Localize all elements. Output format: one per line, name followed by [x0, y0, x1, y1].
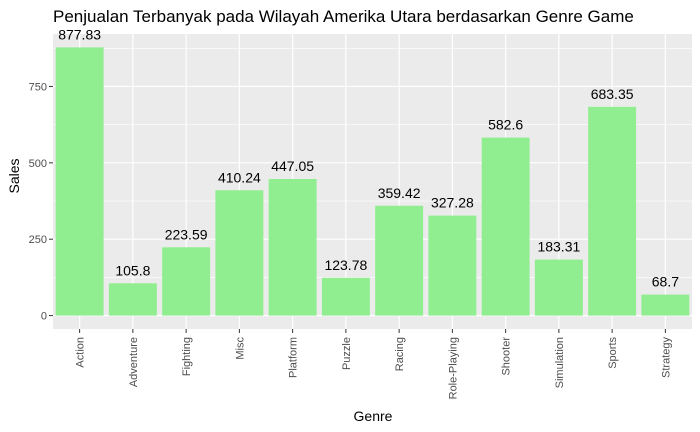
bar-simulation: [534, 259, 583, 316]
data-label: 183.31: [537, 239, 580, 255]
y-tick-label: 0: [41, 311, 47, 323]
bar-fighting: [162, 247, 211, 316]
x-tick-label: Platform: [288, 337, 300, 378]
data-label: 327.28: [431, 195, 474, 211]
x-tick-label: Puzzle: [341, 337, 353, 370]
x-axis-title: Genre: [354, 408, 393, 424]
data-label: 359.42: [378, 185, 421, 201]
x-tick-label: Fighting: [181, 337, 193, 376]
bar-sports: [588, 106, 637, 316]
x-tick-label: Action: [75, 337, 87, 368]
bar-strategy: [641, 294, 690, 316]
x-tick-label: Shooter: [501, 337, 513, 376]
data-label: 447.05: [271, 158, 314, 174]
bars: [55, 47, 690, 316]
data-label: 410.24: [218, 169, 261, 185]
bar-adventure: [108, 283, 157, 316]
x-tick-label: Role-Playing: [447, 337, 459, 399]
data-label: 223.59: [165, 226, 208, 242]
data-label: 105.8: [115, 262, 150, 278]
bar-platform: [268, 179, 317, 316]
data-label: 68.7: [652, 274, 679, 290]
bar-puzzle: [321, 277, 370, 316]
data-label: 683.35: [591, 86, 634, 102]
plot-panel: [53, 34, 692, 329]
bar-racing: [375, 205, 424, 316]
bar-action: [55, 47, 104, 316]
x-tick-label: Sports: [607, 337, 619, 369]
x-tick-label: Simulation: [554, 337, 566, 388]
y-axis-title: Sales: [6, 158, 22, 193]
bar-shooter: [481, 137, 530, 316]
data-label: 877.83: [58, 26, 101, 42]
x-axis: Action Adventure Fighting Misc Platform Puzzl…: [75, 329, 672, 399]
y-tick-label: 750: [29, 81, 47, 93]
x-tick-label: Misc: [234, 337, 246, 360]
y-tick-label: 250: [29, 234, 47, 246]
data-label: 123.78: [324, 257, 367, 273]
x-tick-label: Strategy: [660, 337, 672, 378]
bar-role-playing: [428, 215, 477, 316]
data-label: 582.6: [488, 117, 523, 133]
x-tick-label: Racing: [394, 337, 406, 371]
bar-misc: [215, 190, 264, 316]
y-axis: 0 250 500 750: [29, 81, 53, 323]
data-labels: 877.83 105.8 223.59 410.24 447.05 123.78 359.4…: [58, 26, 679, 289]
chart-title: Penjualan Terbanyak pada Wilayah Amerika…: [53, 7, 634, 26]
x-tick-label: Adventure: [128, 337, 140, 387]
y-tick-label: 500: [29, 158, 47, 170]
